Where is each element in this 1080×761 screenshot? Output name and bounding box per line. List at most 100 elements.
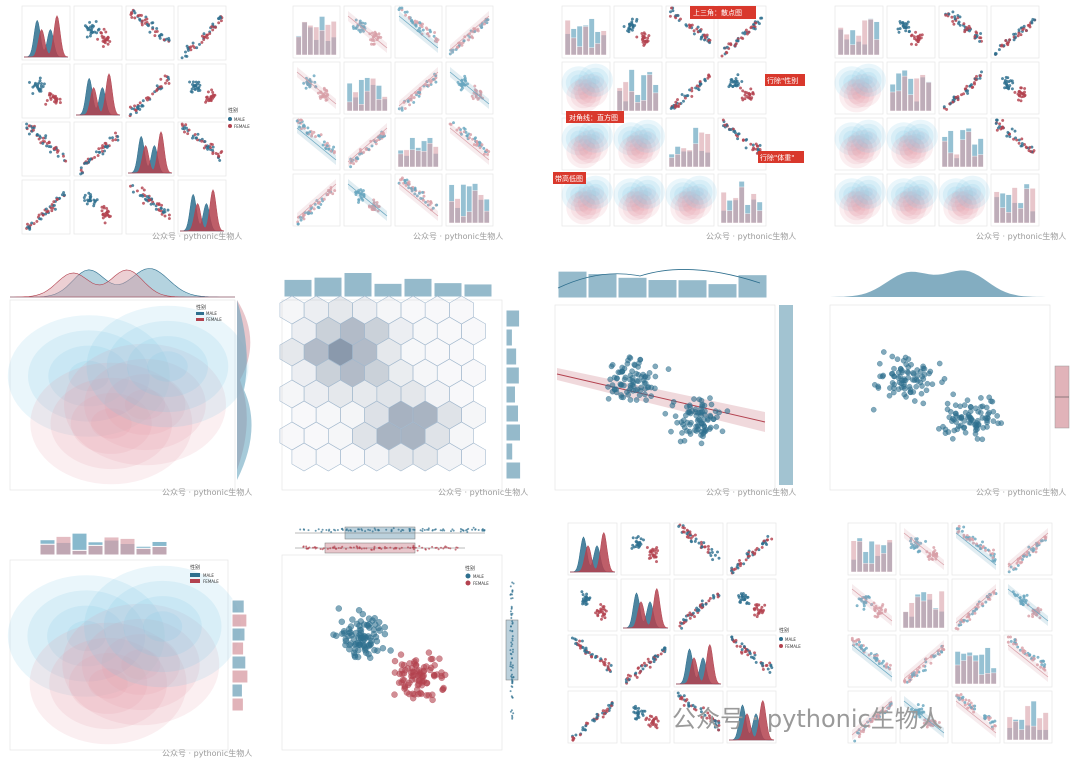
scatter-point xyxy=(708,401,715,408)
scatter-point xyxy=(1010,127,1014,131)
axes-frame xyxy=(125,121,175,177)
scatter-point xyxy=(195,46,199,50)
strip-point xyxy=(509,663,512,666)
scatter-point xyxy=(79,168,83,172)
marginal-hist-bar xyxy=(119,537,136,556)
scatter-point xyxy=(1009,635,1012,639)
scatter-point xyxy=(665,366,672,372)
scatter-point xyxy=(372,200,376,204)
scatter-point xyxy=(142,201,145,205)
scatter-point xyxy=(449,122,453,126)
scatter-point xyxy=(728,128,731,132)
scatter-point xyxy=(62,154,65,158)
scatter-point xyxy=(349,165,353,169)
scatter-point xyxy=(184,54,188,58)
scatter-point xyxy=(357,28,361,32)
kde-contour xyxy=(639,183,657,201)
scatter-point xyxy=(427,34,431,38)
scatter-point xyxy=(323,91,327,95)
kde-contour xyxy=(582,179,609,205)
scatter-point xyxy=(376,627,383,634)
scatter-point xyxy=(713,424,720,430)
kde-contour xyxy=(634,179,661,205)
strip-point xyxy=(509,625,512,628)
scatter-point xyxy=(979,436,986,443)
scatter-point xyxy=(578,639,582,643)
scatter-point xyxy=(897,30,901,34)
strip-point xyxy=(509,593,512,596)
scatter-point xyxy=(705,33,709,37)
scatter-point xyxy=(956,98,960,102)
scatter-point xyxy=(463,74,467,78)
scatter-point xyxy=(27,132,31,136)
scatter-point xyxy=(642,391,648,398)
scatter-point xyxy=(618,392,624,398)
strip-point xyxy=(510,645,513,648)
marginal-hist-bar xyxy=(55,535,72,556)
scatter-point xyxy=(678,624,682,628)
scatter-point xyxy=(100,149,104,153)
scatter-point xyxy=(708,41,712,45)
axes-frame xyxy=(726,578,777,632)
scatter-point xyxy=(146,98,149,102)
scatter-point xyxy=(209,142,213,146)
scatter-point xyxy=(354,653,362,661)
kde-contour xyxy=(691,183,709,201)
scatter-point xyxy=(907,679,911,683)
marginal-hist-bar xyxy=(103,536,120,556)
scatter-point xyxy=(719,428,726,435)
scatter-point xyxy=(696,396,703,403)
scatter-point xyxy=(352,162,356,166)
kde-contour xyxy=(577,190,604,216)
regression-line xyxy=(556,373,766,423)
scatter-point xyxy=(886,392,893,399)
marginal-hist-bar xyxy=(231,641,245,656)
kde-contour xyxy=(582,138,600,155)
scatter-point xyxy=(758,143,762,147)
scatter-point xyxy=(603,709,607,713)
scatter-point xyxy=(755,615,759,619)
scatter-point xyxy=(1000,43,1004,47)
scatter-point xyxy=(709,719,713,723)
scatter-point xyxy=(717,556,721,560)
scatter-point xyxy=(734,42,738,46)
strip-point xyxy=(512,582,515,585)
scatter-point xyxy=(614,375,620,381)
kde-curve xyxy=(128,130,173,174)
axes-frame xyxy=(445,5,494,59)
scatter-point xyxy=(662,410,669,417)
scatter-point xyxy=(151,92,155,96)
kde-contour xyxy=(579,147,588,156)
hist-bar xyxy=(1012,721,1019,741)
scatter-point xyxy=(891,381,897,388)
kde-contour xyxy=(916,132,925,141)
scatter-point xyxy=(103,141,107,145)
kde-contour xyxy=(839,191,874,225)
scatter-point xyxy=(700,35,704,39)
scatter-point xyxy=(27,124,31,128)
strip-point xyxy=(377,529,380,532)
scatter-point xyxy=(111,136,114,140)
scatter-point xyxy=(743,597,747,601)
scatter-point xyxy=(1040,663,1044,667)
hist-bar xyxy=(926,593,933,629)
strip-point xyxy=(481,528,484,531)
scatter-point xyxy=(413,192,417,196)
scatter-point xyxy=(85,202,89,206)
scatter-point xyxy=(349,616,356,623)
scatter-point xyxy=(751,550,755,554)
strip-point xyxy=(363,547,366,550)
scatter-point xyxy=(910,371,917,377)
kde-contour xyxy=(848,199,866,217)
scatter-point xyxy=(937,721,941,724)
scatter-point xyxy=(184,50,187,54)
scatter-point xyxy=(1034,550,1038,554)
scatter-point xyxy=(646,370,653,376)
hist-bar xyxy=(947,152,954,168)
hist-bar xyxy=(460,216,467,224)
strip-point xyxy=(510,675,513,678)
scatter-point xyxy=(724,408,731,414)
scatter-point xyxy=(642,661,646,665)
scatter-point xyxy=(971,538,975,542)
scatter-point xyxy=(347,623,355,630)
